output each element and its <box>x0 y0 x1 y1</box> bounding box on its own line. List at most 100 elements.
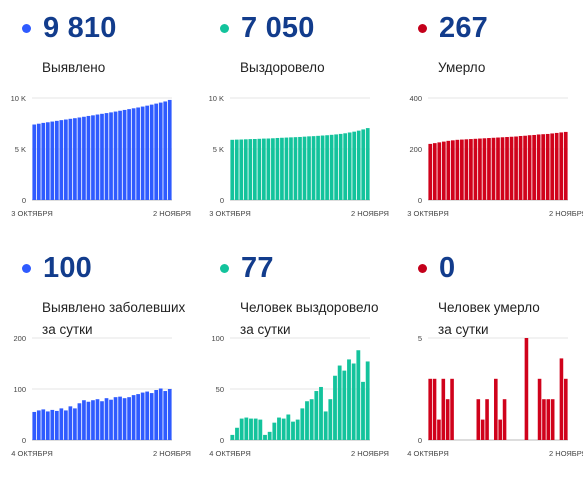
chart-bar <box>243 139 248 200</box>
x-tick-label-end: 2 НОЯБРЯ <box>549 209 583 218</box>
bar-chart: 0 50 100 4 ОКТЯБРЯ 2 НОЯБРЯ <box>209 334 389 458</box>
chart-bar <box>305 401 309 440</box>
y-tick-label: 10 K <box>209 94 224 103</box>
stat-label-line: Человек умерло <box>438 300 540 315</box>
stat-label-line: за сутки <box>438 322 489 337</box>
chart-bar <box>437 142 442 200</box>
chart-bar <box>59 120 64 200</box>
chart-bar <box>104 113 109 200</box>
chart-bar <box>291 421 295 440</box>
chart-bar <box>518 135 523 200</box>
chart-bar <box>272 422 277 440</box>
chart-bar <box>329 134 334 200</box>
chart-bar <box>559 358 564 440</box>
chart-bar <box>158 388 163 440</box>
chart-bar <box>100 113 104 200</box>
stat-header: 77 <box>220 254 274 283</box>
chart-bar <box>122 109 127 200</box>
chart-bar <box>482 138 487 200</box>
chart-bar <box>127 397 131 440</box>
chart-bar <box>257 138 262 200</box>
chart-bar <box>54 410 59 440</box>
chart-bar <box>253 418 258 440</box>
x-tick-label-end: 2 НОЯБРЯ <box>153 449 191 458</box>
series-dot-icon <box>418 24 427 33</box>
chart-bar <box>546 399 551 440</box>
chart-bar <box>68 118 73 200</box>
chart-bar <box>258 419 263 440</box>
chart-bar <box>432 143 437 200</box>
y-tick-label: 5 K <box>213 145 224 154</box>
y-tick-label: 0 <box>418 436 422 445</box>
chart-bar <box>464 139 469 200</box>
chart-bar <box>167 99 172 200</box>
y-tick-label: 100 <box>13 385 26 394</box>
chart-bar <box>309 399 314 440</box>
chart-bar <box>300 408 305 440</box>
chart-bar <box>509 136 514 200</box>
chart-bar <box>487 138 491 200</box>
chart-bar <box>239 139 244 200</box>
chart-bar <box>541 134 546 200</box>
x-tick-label-end: 2 НОЯБРЯ <box>549 449 583 458</box>
chart-bar <box>91 115 95 200</box>
chart-bar <box>298 136 302 200</box>
stat-header: 7 050 <box>220 14 315 43</box>
bar-chart: 0 5 K 10 K 3 ОКТЯБРЯ 2 НОЯБРЯ <box>11 94 191 218</box>
chart-bar <box>437 419 441 440</box>
x-tick-label-end: 2 НОЯБРЯ <box>351 209 389 218</box>
stat-label-line: Выздоровело <box>240 60 325 75</box>
chart-bar <box>280 137 284 200</box>
chart-bar <box>271 138 275 200</box>
y-tick-label: 10 K <box>11 94 26 103</box>
stat-label: Умерло <box>438 57 485 79</box>
stat-value: 9 810 <box>43 12 117 44</box>
chart-bar <box>91 400 95 440</box>
y-tick-label: 200 <box>409 145 422 154</box>
chart-bar <box>136 107 140 200</box>
chart-bar <box>432 378 437 440</box>
chart-bar <box>230 139 235 200</box>
chart-bar <box>263 434 267 440</box>
chart-bar <box>113 397 118 440</box>
chart-bar <box>163 101 168 200</box>
chart-bar <box>485 399 489 440</box>
stat-panel: 100 Выявлено заболевших за сутки 0 100 200 4 О… <box>10 240 200 480</box>
bar-chart: 0 5 4 ОКТЯБРЯ 2 НОЯБРЯ <box>407 334 583 458</box>
chart-bar <box>524 338 529 440</box>
series-dot-icon <box>220 24 229 33</box>
chart-bar <box>154 390 159 440</box>
stat-label-line: Человек выздоровело <box>240 300 379 315</box>
x-tick-label-start: 4 ОКТЯБРЯ <box>209 449 250 458</box>
chart-bar <box>77 403 82 440</box>
chart-bar <box>234 139 239 200</box>
stat-label-line: Умерло <box>438 60 486 75</box>
chart-bar <box>361 129 366 200</box>
chart-bar <box>145 105 150 200</box>
chart-bar <box>266 138 271 200</box>
chart-bar <box>325 135 329 200</box>
stat-label: Человек умерло за сутки <box>438 297 540 341</box>
chart-bar <box>73 408 77 440</box>
chart-bar <box>248 139 253 200</box>
chart-bar <box>343 133 348 200</box>
chart-bar <box>498 419 502 440</box>
stat-label: Выявлено заболевших за сутки <box>42 297 185 341</box>
chart-bar <box>32 411 37 440</box>
chart-bar <box>559 132 564 200</box>
bar-chart: 0 200 400 3 ОКТЯБРЯ 2 НОЯБРЯ <box>407 94 583 218</box>
chart-bar <box>347 132 352 200</box>
stat-panel: 77 Человек выздоровело за сутки 0 50 100 4 ОКТ… <box>208 240 398 480</box>
x-tick-label-end: 2 НОЯБРЯ <box>351 449 389 458</box>
chart-bar <box>131 108 136 200</box>
chart-bar <box>347 359 351 440</box>
chart-bar <box>154 103 159 200</box>
chart-bar <box>502 399 507 440</box>
y-tick-label: 5 K <box>15 145 26 154</box>
chart-bar <box>356 350 361 440</box>
chart-bar <box>527 135 532 200</box>
chart-bar <box>537 378 542 440</box>
bar-chart: 0 5 K 10 K 3 ОКТЯБРЯ 2 НОЯБРЯ <box>209 94 389 218</box>
chart-bar <box>113 111 118 200</box>
chart-bar <box>480 419 485 440</box>
